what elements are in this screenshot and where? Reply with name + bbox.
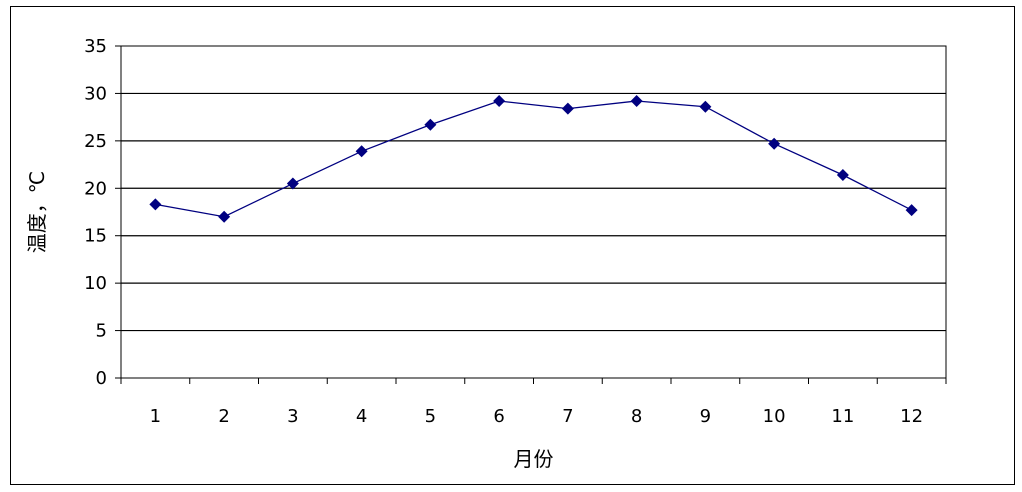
x-tick-label: 9 — [700, 406, 711, 427]
y-tick-label: 35 — [84, 36, 107, 57]
data-point-12 — [905, 204, 918, 217]
data-point-10 — [768, 137, 781, 150]
y-axis-ticks: 0 5 10 15 20 25 30 35 — [84, 36, 121, 389]
x-tick-label: 5 — [425, 406, 436, 427]
y-tick-label: 25 — [84, 131, 107, 152]
x-tick-label: 1 — [150, 406, 161, 427]
data-point-1 — [149, 198, 162, 211]
data-point-4 — [355, 145, 368, 158]
x-tick-label: 11 — [831, 406, 854, 427]
x-tick-label: 12 — [900, 406, 923, 427]
x-axis-ticks: 1 2 3 4 5 6 7 8 9 10 11 12 — [120, 378, 947, 427]
data-point-7 — [561, 102, 574, 115]
y-axis-label: 温度，℃ — [25, 171, 49, 253]
series — [149, 95, 918, 223]
series-line — [155, 100, 912, 218]
plot-area — [120, 45, 947, 379]
y-tick-label: 5 — [96, 321, 107, 342]
data-point-8 — [630, 95, 643, 108]
y-tick-label: 20 — [84, 178, 107, 199]
data-point-6 — [493, 95, 506, 108]
data-point-11 — [836, 169, 849, 182]
chart-frame — [10, 6, 1015, 485]
x-tick-label: 10 — [763, 406, 786, 427]
x-axis-label: 月份 — [514, 447, 554, 471]
y-tick-label: 30 — [84, 83, 107, 104]
x-tick-label: 7 — [562, 406, 573, 427]
data-point-9 — [699, 100, 712, 113]
y-tick-label: 0 — [96, 368, 107, 389]
x-tick-label: 6 — [493, 406, 504, 427]
data-point-5 — [424, 118, 437, 131]
x-tick-label: 8 — [631, 406, 642, 427]
data-point-2 — [218, 210, 231, 223]
data-point-3 — [286, 177, 299, 190]
y-tick-label: 10 — [84, 273, 107, 294]
gridlines — [121, 92, 946, 332]
x-tick-label: 3 — [287, 406, 298, 427]
x-tick-label: 2 — [218, 406, 229, 427]
x-tick-label: 4 — [356, 406, 367, 427]
y-tick-label: 15 — [84, 226, 107, 247]
